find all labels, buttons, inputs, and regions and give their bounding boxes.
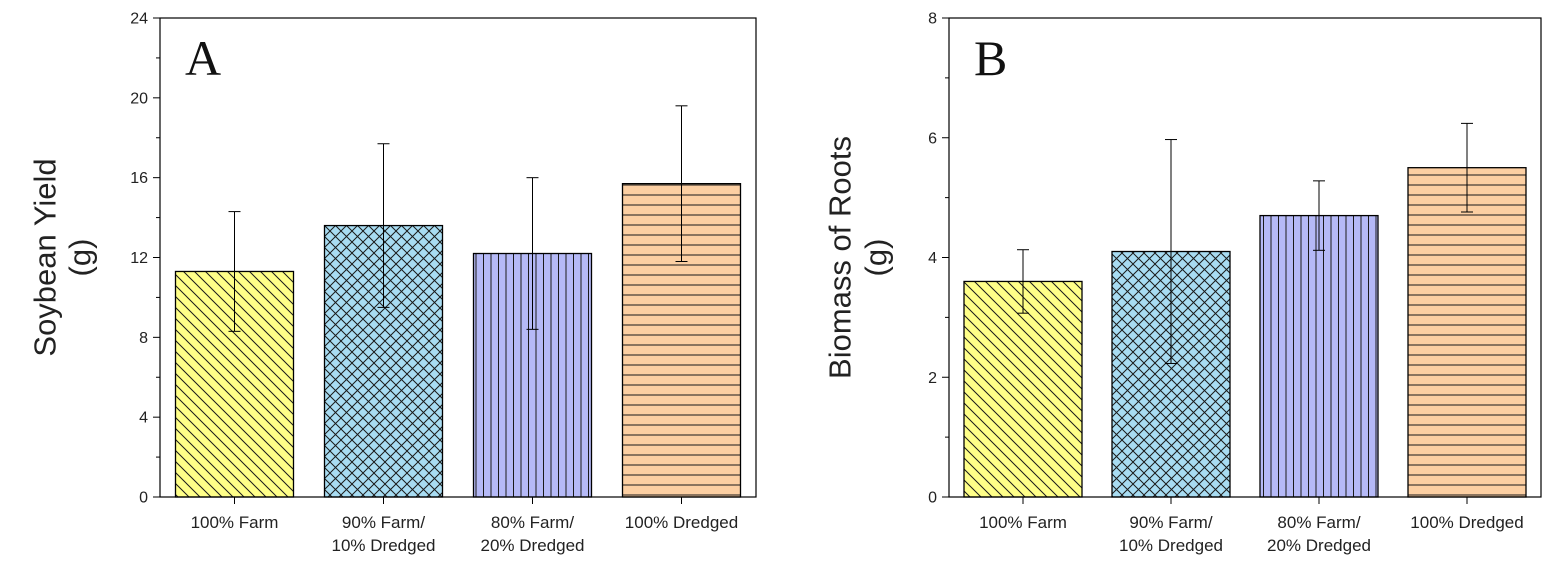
- y-tick-label: 12: [130, 250, 148, 267]
- x-tick-label-line: 80% Farm/: [491, 513, 574, 532]
- x-tick-label-line: 80% Farm/: [1277, 513, 1360, 532]
- error-bar: [1461, 122, 1473, 213]
- bar-group: [963, 280, 1083, 498]
- x-tick-label-line: 100% Dredged: [625, 513, 738, 532]
- panel-label: A: [185, 30, 221, 86]
- x-tick-label: 100% Farm: [191, 513, 279, 532]
- error-bar: [1313, 180, 1325, 251]
- y-tick-label: 4: [139, 410, 148, 427]
- x-tick-label-line: 20% Dredged: [1267, 536, 1371, 555]
- y-tick-label: 24: [130, 11, 148, 28]
- x-tick-label: 100% Dredged: [1410, 513, 1523, 532]
- x-tick-label-line: 100% Farm: [979, 513, 1067, 532]
- bar-group: [1259, 214, 1379, 498]
- y-axis-title-line1: Biomass of Roots: [823, 136, 858, 379]
- x-tick-label-line: 90% Farm/: [342, 513, 425, 532]
- x-tick-label-line: 100% Dredged: [1410, 513, 1523, 532]
- bar: [1259, 214, 1379, 498]
- y-tick-label: 0: [139, 490, 148, 507]
- error-bar: [526, 177, 539, 330]
- y-tick-label: 8: [139, 330, 148, 347]
- y-tick-label: 4: [928, 250, 937, 267]
- x-tick-label: 90% Farm/10% Dredged: [332, 513, 436, 555]
- chart-panel-a: 0 4 8 12 16 20 24 100% Farm 90% Farm/10% Dredged…: [28, 11, 757, 555]
- x-tick-label-line: 90% Farm/: [1129, 513, 1212, 532]
- y-tick-label: 8: [928, 11, 937, 28]
- x-tick-label: 100% Dredged: [625, 513, 738, 532]
- bar-group: [323, 224, 444, 498]
- x-tick-label: 100% Farm: [979, 513, 1067, 532]
- error-bar: [1165, 139, 1177, 364]
- y-tick-label: 2: [928, 370, 937, 387]
- y-tick-label: 20: [130, 90, 148, 107]
- bar-group: [1407, 167, 1527, 498]
- x-tick-label-line: 100% Farm: [191, 513, 279, 532]
- bar: [963, 280, 1083, 498]
- y-tick-label: 16: [130, 170, 148, 187]
- x-tick-label: 80% Farm/20% Dredged: [481, 513, 585, 555]
- y-axis-title-line2: (g): [63, 239, 98, 277]
- y-axis-title-line2: (g): [859, 239, 894, 277]
- error-bar: [675, 105, 688, 262]
- y-axis-title-line1: Soybean Yield: [28, 158, 63, 356]
- x-tick-label: 80% Farm/20% Dredged: [1267, 513, 1371, 555]
- x-tick-label: 90% Farm/10% Dredged: [1119, 513, 1223, 555]
- chart-panel-b: 0 2 4 6 8 100% Farm 90% Farm/10% Dredged 80% Fa…: [823, 11, 1542, 555]
- panel-label: B: [974, 30, 1007, 86]
- error-bar: [228, 211, 241, 332]
- bar: [1407, 167, 1527, 498]
- y-tick-label: 6: [928, 130, 937, 147]
- x-tick-label-line: 10% Dredged: [1119, 536, 1223, 555]
- x-tick-label-line: 10% Dredged: [332, 536, 436, 555]
- error-bar: [377, 143, 390, 308]
- x-tick-label-line: 20% Dredged: [481, 536, 585, 555]
- error-bar: [1017, 249, 1029, 314]
- y-tick-label: 0: [928, 490, 937, 507]
